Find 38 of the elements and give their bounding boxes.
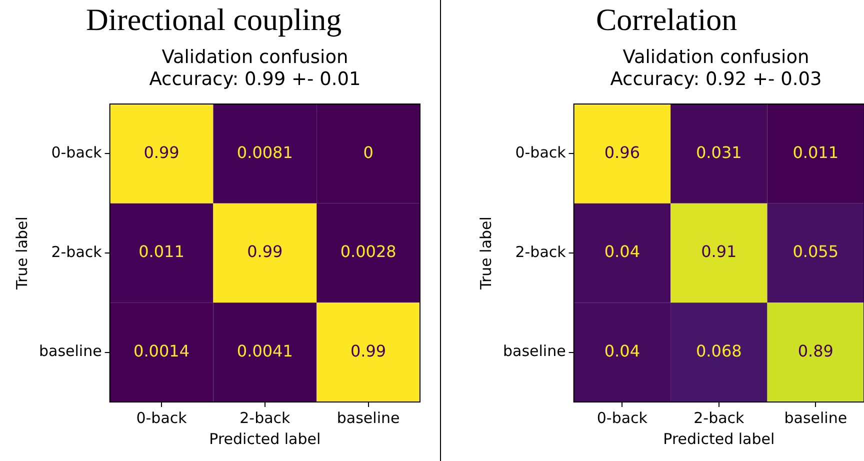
y-axis-title: True label: [476, 216, 495, 290]
data-label: 0.99: [350, 341, 386, 360]
chart-subtitle: Validation confusion Accuracy: 0.92 +- 0.03: [609, 47, 823, 91]
data-label: 0.99: [144, 142, 180, 162]
y-tick-label: 2-back: [515, 242, 566, 261]
data-label: 0.0041: [236, 341, 293, 360]
x-tick-label: 2-back: [240, 408, 291, 427]
data-label: 0.04: [604, 242, 640, 262]
data-label: 0.055: [792, 242, 839, 262]
x-axis-title: Predicted label: [663, 430, 775, 448]
data-label: 0.91: [701, 242, 737, 262]
chart-subtitle: Validation confusion Accuracy: 0.99 +- 0.01: [148, 47, 362, 91]
y-tick-label: 0-back: [51, 144, 102, 162]
x-axis-title: Predicted label: [209, 430, 321, 448]
data-label: 0.99: [247, 242, 283, 262]
data-label: 0.011: [138, 242, 184, 262]
y-axis-title: True label: [12, 216, 31, 290]
y-tick-label: 2-back: [51, 242, 102, 261]
data-label: 0.96: [604, 142, 640, 162]
y-tick-label: 0-back: [515, 144, 566, 162]
y-tick-label: baseline: [503, 342, 566, 360]
data-label: 0.011: [792, 142, 839, 162]
x-tick-label: 2-back: [694, 408, 745, 427]
data-label: 0.0014: [134, 341, 190, 360]
chart-title: Directional coupling: [86, 2, 342, 38]
data-label: 0.0081: [236, 142, 293, 162]
x-tick-label: baseline: [336, 408, 400, 427]
x-tick-label: 0-back: [596, 408, 648, 427]
data-label: 0.031: [696, 142, 742, 162]
x-tick-label: baseline: [784, 408, 848, 427]
data-label: 0.0028: [340, 242, 396, 262]
chart-title: Correlation: [596, 2, 738, 38]
data-label: 0.89: [798, 341, 834, 360]
x-tick-label: 0-back: [136, 408, 188, 427]
data-label: 0: [363, 142, 374, 162]
data-label: 0.04: [604, 341, 640, 360]
y-tick-label: baseline: [39, 342, 102, 360]
data-label: 0.068: [696, 341, 742, 360]
